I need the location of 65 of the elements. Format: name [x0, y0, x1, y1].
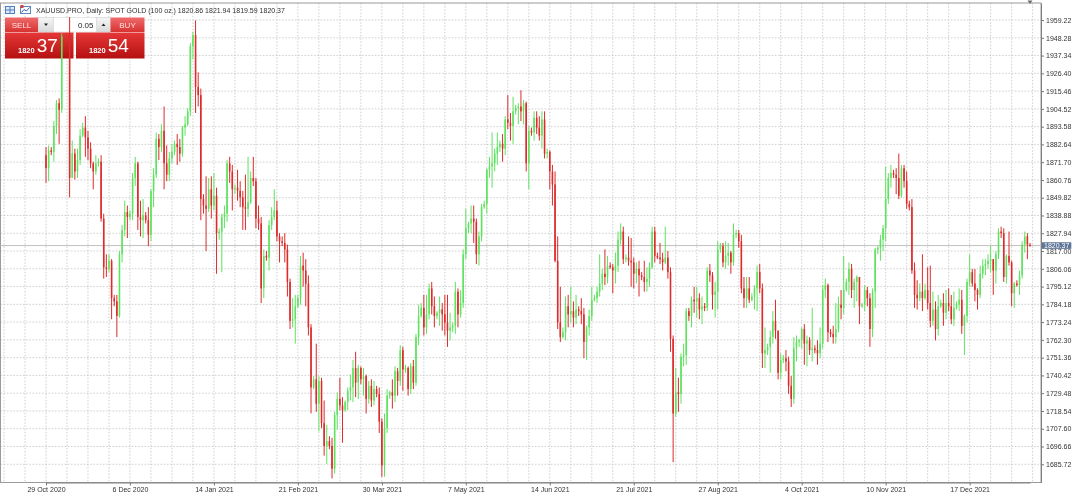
annotation: 37 [36, 34, 58, 56]
annotation: BUY [119, 20, 137, 30]
candlestick [116, 294, 118, 338]
candlestick [638, 260, 640, 298]
candlestick [409, 362, 412, 395]
candlestick [701, 296, 703, 325]
candlestick [470, 205, 472, 234]
candlestick [504, 115, 506, 156]
candlestick [756, 265, 758, 312]
candlestick [360, 365, 362, 385]
candlestick [664, 226, 667, 265]
candlestick [567, 294, 569, 328]
candlestick [423, 294, 425, 336]
candlestick [919, 283, 921, 302]
candlestick [748, 276, 751, 304]
candlestick [992, 258, 995, 296]
candlestick [179, 138, 181, 163]
candlestick [764, 326, 766, 369]
candlestick [247, 156, 249, 218]
annotation: 54 [107, 34, 130, 56]
candlestick [604, 248, 606, 286]
candlestick [646, 266, 648, 293]
candlestick [163, 105, 165, 190]
candlestick [853, 278, 855, 309]
candlestick [722, 242, 724, 268]
candlestick [45, 146, 47, 184]
candlestick [205, 175, 207, 252]
candlestick [365, 373, 367, 414]
candlestick [294, 294, 297, 345]
candlestick [331, 437, 333, 479]
candlestick [827, 283, 829, 343]
candlestick [953, 291, 955, 327]
candlestick [793, 336, 795, 405]
candlestick [158, 133, 160, 161]
candlestick [533, 110, 535, 142]
candlestick [848, 261, 850, 296]
candlestick [491, 131, 493, 189]
candlestick [449, 312, 451, 341]
annotation: 0.05 [77, 20, 95, 30]
lot-field: 0.05 [53, 17, 97, 33]
candlestick [546, 148, 548, 159]
candlestick [108, 253, 110, 273]
candlestick [457, 287, 459, 328]
candlestick [575, 294, 577, 325]
candlestick [730, 250, 732, 275]
candlestick [570, 286, 572, 323]
candlestick [840, 289, 842, 320]
candlestick [932, 291, 934, 327]
candlestick [612, 263, 614, 294]
candlestick [512, 96, 514, 145]
candlestick [142, 198, 144, 239]
candlestick [688, 307, 690, 322]
candlestick [945, 289, 947, 320]
candlestick [394, 365, 396, 403]
candlestick [520, 89, 522, 122]
candlestick [806, 335, 808, 367]
candlestick [924, 283, 926, 301]
candlestick [357, 364, 360, 400]
candlestick [937, 294, 939, 336]
candlestick [541, 110, 543, 150]
candlestick [367, 380, 370, 405]
candlestick [373, 380, 375, 406]
candlestick [213, 172, 215, 211]
candlestick [95, 154, 97, 176]
candlestick [352, 359, 354, 403]
